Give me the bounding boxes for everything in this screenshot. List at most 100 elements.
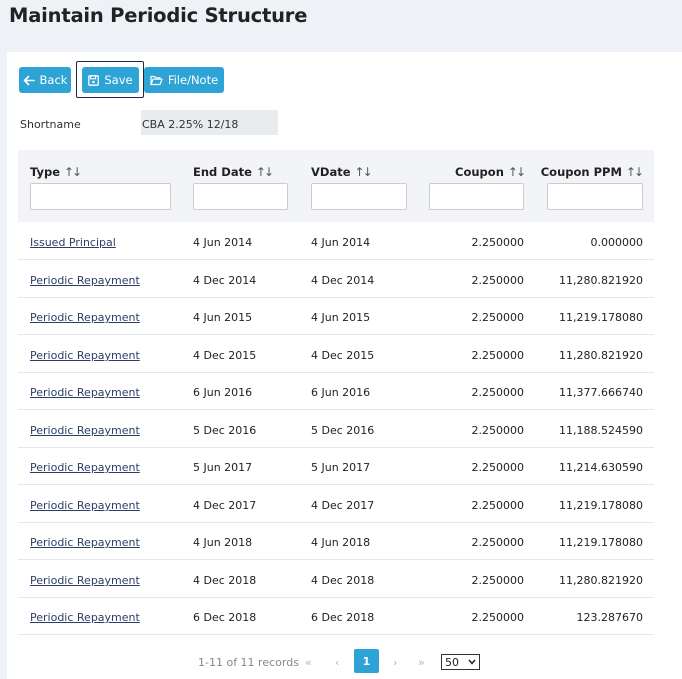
end-date-cell: 6 Dec 2018 bbox=[193, 611, 257, 624]
save-button-label: Save bbox=[104, 73, 133, 87]
column-header-label: VDate bbox=[311, 165, 351, 179]
sort-icon: ↑↓ bbox=[507, 165, 526, 179]
table-row: Periodic Repayment 6 Jun 2016 6 Jun 2016 2.… bbox=[18, 373, 654, 410]
table-row: Periodic Repayment 4 Jun 2015 4 Jun 2015 2.… bbox=[18, 298, 654, 335]
shortname-field: CBA 2.25% 12/18 bbox=[141, 110, 278, 135]
coupon-cell: 2.250000 bbox=[471, 574, 525, 587]
save-button[interactable]: Save bbox=[82, 67, 139, 93]
sort-icon: ↑↓ bbox=[625, 165, 644, 179]
column-header-label: End Date bbox=[193, 165, 252, 179]
coupon-ppm-cell: 11,280.821920 bbox=[559, 349, 643, 362]
coupon-cell: 2.250000 bbox=[471, 499, 525, 512]
table-row: Periodic Repayment 4 Dec 2017 4 Dec 2017 2.… bbox=[18, 486, 654, 523]
end-date-cell: 4 Dec 2015 bbox=[193, 349, 257, 362]
table-row: Periodic Repayment 5 Jun 2017 5 Jun 2017 2.… bbox=[18, 448, 654, 485]
arrow-left-icon bbox=[23, 75, 35, 85]
page-size-value: 50 bbox=[445, 655, 459, 669]
previous-page-button[interactable]: ‹ bbox=[335, 656, 340, 669]
sort-icon: ↑↓ bbox=[255, 165, 274, 179]
table-row: Periodic Repayment 4 Jun 2018 4 Jun 2018 2.… bbox=[18, 523, 654, 560]
vdate-cell: 5 Jun 2017 bbox=[311, 461, 371, 474]
type-link[interactable]: Periodic Repayment bbox=[30, 274, 140, 287]
vdate-cell: 4 Dec 2015 bbox=[311, 349, 375, 362]
end-date-cell: 4 Dec 2017 bbox=[193, 499, 257, 512]
coupon-cell: 2.250000 bbox=[471, 236, 525, 249]
table-row: Periodic Repayment 5 Dec 2016 5 Dec 2016 2.… bbox=[18, 411, 654, 448]
sort-icon: ↑↓ bbox=[64, 165, 82, 179]
type-link[interactable]: Periodic Repayment bbox=[30, 424, 140, 437]
type-link[interactable]: Periodic Repayment bbox=[30, 461, 140, 474]
filter-input-type[interactable] bbox=[30, 183, 171, 210]
filter-input-coupon-ppm[interactable] bbox=[547, 183, 643, 210]
coupon-ppm-cell: 11,377.666740 bbox=[559, 386, 643, 399]
column-header-end-date[interactable]: End Date ↑↓ bbox=[193, 165, 274, 179]
file-note-button-label: File/Note bbox=[167, 73, 219, 87]
shortname-label: Shortname bbox=[20, 118, 81, 131]
next-page-button[interactable]: › bbox=[393, 656, 398, 669]
first-page-button[interactable]: « bbox=[305, 656, 312, 669]
column-header-label: Coupon PPM bbox=[540, 165, 622, 179]
type-link[interactable]: Periodic Repayment bbox=[30, 349, 140, 362]
back-button-label: Back bbox=[39, 73, 68, 87]
vdate-cell: 4 Jun 2018 bbox=[311, 536, 371, 549]
vdate-cell: 4 Dec 2018 bbox=[311, 574, 375, 587]
coupon-cell: 2.250000 bbox=[471, 274, 525, 287]
coupon-ppm-cell: 11,188.524590 bbox=[559, 424, 643, 437]
type-link[interactable]: Periodic Repayment bbox=[30, 536, 140, 549]
file-note-button[interactable]: File/Note bbox=[144, 67, 224, 93]
table-row: Periodic Repayment 4 Dec 2018 4 Dec 2018 2.… bbox=[18, 561, 654, 598]
column-header-label: Type bbox=[30, 165, 61, 179]
type-link[interactable]: Periodic Repayment bbox=[30, 386, 140, 399]
coupon-ppm-cell: 11,280.821920 bbox=[559, 274, 643, 287]
coupon-ppm-cell: 11,219.178080 bbox=[559, 311, 643, 324]
type-link[interactable]: Periodic Repayment bbox=[30, 311, 140, 324]
chevron-down-icon bbox=[468, 659, 476, 665]
back-button[interactable]: Back bbox=[19, 67, 71, 93]
column-header-vdate[interactable]: VDate ↑↓ bbox=[311, 165, 373, 179]
type-link[interactable]: Periodic Repayment bbox=[30, 574, 140, 587]
filter-input-coupon[interactable] bbox=[429, 183, 524, 210]
save-icon bbox=[88, 74, 100, 86]
sort-icon: ↑↓ bbox=[354, 165, 373, 179]
coupon-cell: 2.250000 bbox=[471, 536, 525, 549]
vdate-cell: 6 Jun 2016 bbox=[311, 386, 371, 399]
column-header-coupon[interactable]: Coupon ↑↓ bbox=[455, 165, 526, 179]
folder-open-icon bbox=[150, 75, 163, 85]
vdate-cell: 4 Jun 2014 bbox=[311, 236, 371, 249]
vdate-cell: 4 Dec 2014 bbox=[311, 274, 375, 287]
end-date-cell: 4 Dec 2018 bbox=[193, 574, 257, 587]
end-date-cell: 4 Jun 2018 bbox=[193, 536, 253, 549]
end-date-cell: 4 Dec 2014 bbox=[193, 274, 257, 287]
end-date-cell: 6 Jun 2016 bbox=[193, 386, 253, 399]
page-1-button[interactable]: 1 bbox=[354, 649, 379, 673]
type-link[interactable]: Periodic Repayment bbox=[30, 611, 140, 624]
column-header-label: Coupon bbox=[455, 165, 504, 179]
pagination-info: 1-11 of 11 records bbox=[198, 656, 299, 669]
end-date-cell: 5 Jun 2017 bbox=[193, 461, 253, 474]
coupon-ppm-cell: 0.000000 bbox=[590, 236, 644, 249]
end-date-cell: 5 Dec 2016 bbox=[193, 424, 257, 437]
vdate-cell: 4 Dec 2017 bbox=[311, 499, 375, 512]
table-row: Periodic Repayment 6 Dec 2018 6 Dec 2018 2.… bbox=[18, 598, 654, 635]
page-size-select[interactable]: 50 bbox=[441, 654, 480, 670]
filter-input-vdate[interactable] bbox=[311, 183, 407, 210]
last-page-button[interactable]: » bbox=[418, 656, 425, 669]
end-date-cell: 4 Jun 2015 bbox=[193, 311, 253, 324]
coupon-cell: 2.250000 bbox=[471, 611, 525, 624]
table-row: Issued Principal 4 Jun 2014 4 Jun 2014 2.25… bbox=[18, 223, 654, 260]
coupon-cell: 2.250000 bbox=[471, 349, 525, 362]
coupon-cell: 2.250000 bbox=[471, 386, 525, 399]
page-title: Maintain Periodic Structure bbox=[9, 4, 308, 27]
coupon-ppm-cell: 11,280.821920 bbox=[559, 574, 643, 587]
coupon-ppm-cell: 11,219.178080 bbox=[559, 536, 643, 549]
type-link[interactable]: Periodic Repayment bbox=[30, 499, 140, 512]
column-header-coupon-ppm[interactable]: Coupon PPM ↑↓ bbox=[540, 165, 644, 179]
save-button-focus-ring bbox=[76, 61, 144, 98]
coupon-cell: 2.250000 bbox=[471, 461, 525, 474]
column-header-type[interactable]: Type ↑↓ bbox=[30, 165, 82, 179]
filter-input-end-date[interactable] bbox=[193, 183, 288, 210]
type-link[interactable]: Issued Principal bbox=[30, 236, 116, 249]
coupon-ppm-cell: 11,219.178080 bbox=[559, 499, 643, 512]
coupon-ppm-cell: 11,214.630590 bbox=[559, 461, 643, 474]
end-date-cell: 4 Jun 2014 bbox=[193, 236, 253, 249]
